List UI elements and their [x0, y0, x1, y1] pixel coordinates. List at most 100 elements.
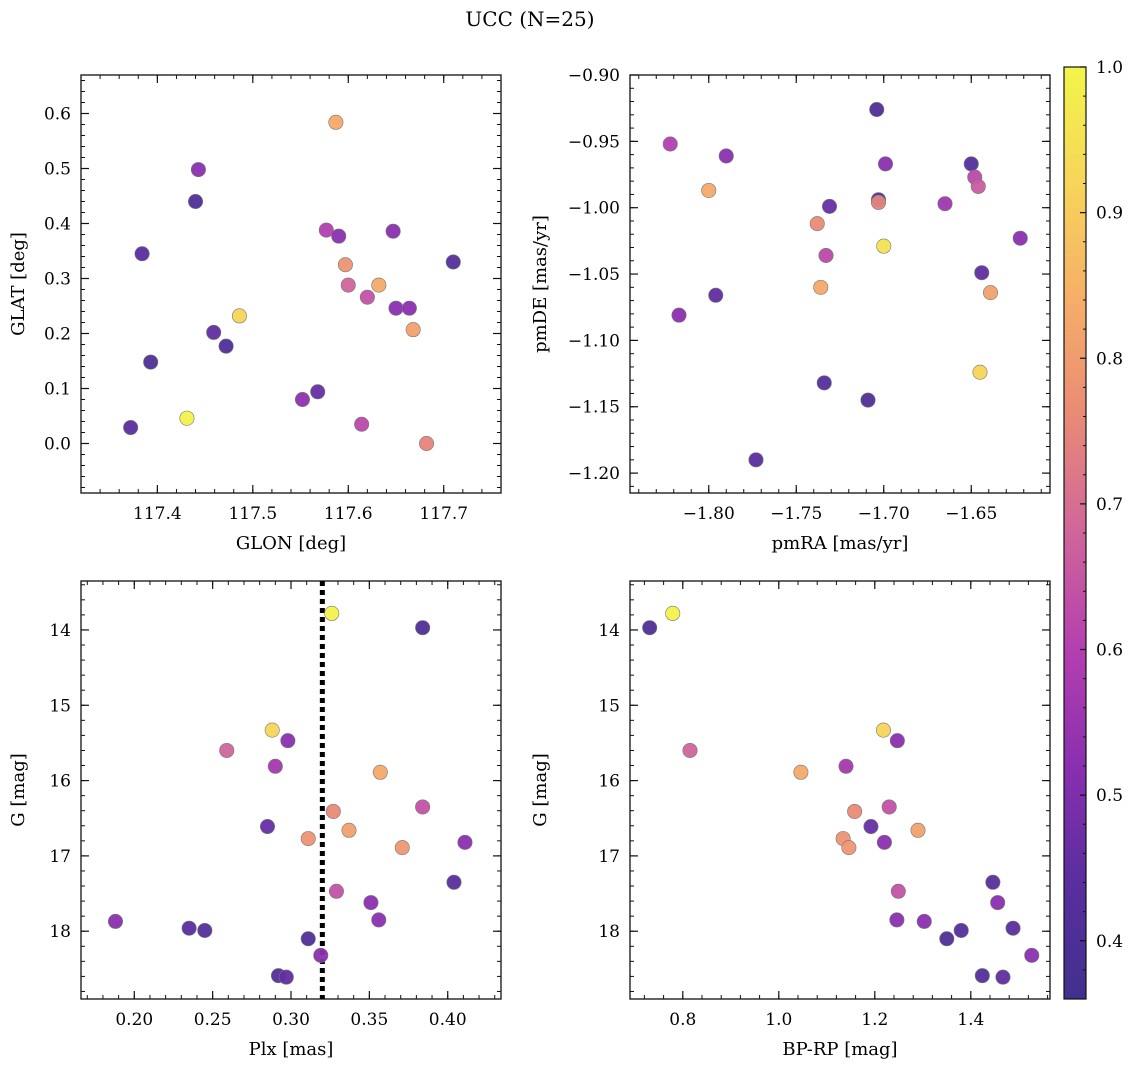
- x-tick-label: 1.2: [861, 1010, 888, 1030]
- colorbar-scale: [1063, 66, 1087, 1000]
- data-point: [881, 799, 897, 815]
- data-point: [143, 354, 159, 370]
- data-point: [218, 338, 234, 354]
- data-point: [671, 307, 687, 323]
- data-point: [982, 285, 998, 301]
- data-point: [974, 968, 990, 984]
- x-tick-label: 0.40: [429, 1010, 467, 1030]
- x-tick-label: −1.75: [770, 504, 822, 524]
- x-tick-label: −1.80: [683, 504, 735, 524]
- y-tick-label: 18: [598, 922, 620, 942]
- data-point: [280, 733, 296, 749]
- y-tick-label: 18: [49, 922, 71, 942]
- y-tick-label: 17: [598, 847, 620, 867]
- y-tick-label: 14: [598, 621, 620, 641]
- data-point: [231, 308, 247, 324]
- y-tick-label: −1.10: [568, 331, 620, 351]
- data-point: [313, 947, 329, 963]
- y-tick-label: 17: [49, 847, 71, 867]
- x-axis-label: Plx [mas]: [249, 1039, 334, 1060]
- x-axis-label: BP-RP [mag]: [782, 1039, 897, 1060]
- data-point: [123, 420, 139, 436]
- colorbar-tick-label: 0.4: [1096, 932, 1123, 952]
- data-point: [337, 257, 353, 273]
- data-point: [181, 920, 197, 936]
- scatter-panel-3: 0.20 0.25 0.30 0.35 0.40 14 15 16 17 18 Plx [mas] G…: [8, 580, 502, 1060]
- colorbar: 0.4 0.5 0.6 0.7 0.8 0.9 1.0: [1063, 58, 1123, 1000]
- data-point: [1005, 920, 1021, 936]
- colorbar-tick-label: 0.7: [1096, 495, 1123, 515]
- data-point: [718, 148, 734, 164]
- data-point: [963, 156, 979, 172]
- data-point: [328, 883, 344, 899]
- x-tick-label: 0.8: [669, 1010, 696, 1030]
- data-point: [682, 742, 698, 758]
- colorbar-tick-label: 0.6: [1096, 641, 1123, 661]
- data-point: [748, 452, 764, 468]
- data-point: [372, 764, 388, 780]
- data-point: [388, 300, 404, 316]
- data-point: [341, 822, 357, 838]
- data-point: [985, 874, 1001, 890]
- x-tick-label: 0.20: [115, 1010, 153, 1030]
- data-point: [134, 246, 150, 262]
- data-point: [324, 605, 340, 621]
- data-point: [267, 758, 283, 774]
- data-point: [190, 162, 206, 178]
- data-point: [1024, 947, 1040, 963]
- colorbar-tick-label: 0.8: [1096, 349, 1123, 369]
- data-point: [939, 931, 955, 947]
- y-tick-label: 14: [49, 621, 71, 641]
- data-point: [665, 605, 681, 621]
- data-point: [188, 194, 204, 210]
- data-point: [847, 803, 863, 819]
- data-point: [415, 799, 431, 815]
- data-point: [838, 758, 854, 774]
- data-point: [310, 384, 326, 400]
- data-point: [816, 375, 832, 391]
- data-point: [877, 156, 893, 172]
- colorbar-tick-label: 0.9: [1096, 204, 1123, 224]
- y-tick-label: −1.20: [568, 464, 620, 484]
- y-tick-label: 0.5: [44, 160, 71, 180]
- y-tick-label: 0.6: [44, 105, 71, 125]
- axes-frame: [80, 74, 502, 494]
- y-tick-label: −1.05: [568, 265, 620, 285]
- data-point: [813, 279, 829, 295]
- data-point: [107, 913, 123, 929]
- y-tick-label: −1.15: [568, 398, 620, 418]
- data-point: [910, 822, 926, 838]
- data-point: [990, 895, 1006, 911]
- data-point: [953, 922, 969, 938]
- axes-frame: [629, 74, 1051, 494]
- data-point: [371, 277, 387, 293]
- data-point: [974, 265, 990, 281]
- data-point: [863, 819, 879, 835]
- data-point: [821, 198, 837, 214]
- data-point: [359, 289, 375, 305]
- colorbar-tick-label: 0.5: [1096, 786, 1123, 806]
- x-tick-label: 117.5: [228, 504, 277, 524]
- data-point: [841, 840, 857, 856]
- x-tick-label: −1.65: [945, 504, 997, 524]
- data-point: [916, 913, 932, 929]
- y-tick-label: −1.00: [568, 199, 620, 219]
- figure-title: UCC (N=25): [465, 7, 594, 31]
- data-point: [446, 874, 462, 890]
- scatter-panel-1: 117.4 117.5 117.6 117.7 0.0 0.1 0.2 0.3 0.4 0.5 0.…: [8, 74, 502, 554]
- data-point: [870, 194, 886, 210]
- data-point: [300, 831, 316, 847]
- data-point: [340, 277, 356, 293]
- data-point: [278, 969, 294, 985]
- y-axis-label: G [mag]: [530, 753, 551, 826]
- data-point: [457, 834, 473, 850]
- data-point: [318, 222, 334, 238]
- data-point: [294, 391, 310, 407]
- x-tick-label: 117.7: [419, 504, 468, 524]
- data-point: [809, 216, 825, 232]
- data-point: [1012, 230, 1028, 246]
- x-tick-label: 117.4: [133, 504, 182, 524]
- data-point: [876, 834, 892, 850]
- data-point: [662, 136, 678, 152]
